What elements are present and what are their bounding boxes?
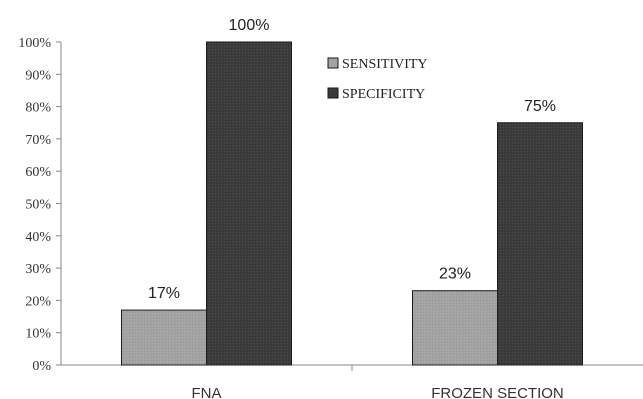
legend-swatch-sensitivity <box>327 57 339 69</box>
bar-sensitivity <box>412 290 498 366</box>
x-category-label: FNA <box>192 385 222 399</box>
y-tick-label: 90% <box>25 68 51 83</box>
y-tick-label: 40% <box>25 230 51 245</box>
legend-label: SENSITIVITY <box>342 57 428 72</box>
y-axis: 0% 10% 20% 30% 40% 50% 60% 70% 80% 90% 100% <box>18 36 62 374</box>
y-tick-label: 100% <box>18 36 51 51</box>
legend-swatch-specificity <box>327 87 339 99</box>
bar-specificity <box>206 41 292 366</box>
y-tick-label: 10% <box>25 327 51 342</box>
y-tick-label: 20% <box>25 294 51 309</box>
data-label: 100% <box>229 17 270 34</box>
y-tick-label: 70% <box>25 133 51 148</box>
data-label: 75% <box>524 98 556 115</box>
x-category-label: FROZEN SECTION <box>431 385 564 399</box>
bar-specificity <box>497 122 583 366</box>
y-tick-label: 50% <box>25 198 51 213</box>
bar-sensitivity <box>121 309 207 366</box>
y-tick-label: 80% <box>25 101 51 116</box>
data-label: 17% <box>148 285 180 302</box>
x-axis: FNA FROZEN SECTION <box>61 364 643 399</box>
legend-label: SPECIFICITY <box>342 87 425 102</box>
y-tick-label: 0% <box>32 359 51 374</box>
y-tick-label: 30% <box>25 262 51 277</box>
legend: SENSITIVITY SPECIFICITY <box>327 57 428 102</box>
data-label: 23% <box>439 266 471 283</box>
y-tick-label: 60% <box>25 165 51 180</box>
